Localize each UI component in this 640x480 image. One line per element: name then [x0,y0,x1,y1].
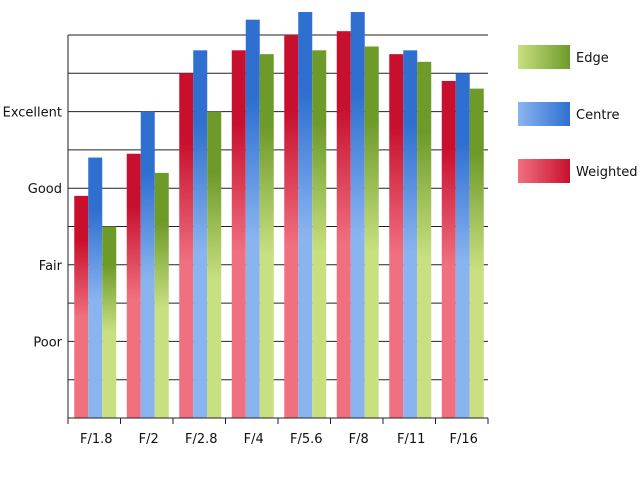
x-tick-label: F/8 [349,432,369,447]
legend-label: Weighted [576,165,638,180]
legend: Edge Centre Weighted [518,45,638,183]
bar-weighted-f18 [74,195,89,418]
x-tick-label: F/4 [244,432,264,447]
legend-swatch [518,102,570,126]
bar-weighted-f16 [441,80,456,419]
bar-edge-f11 [417,61,432,419]
bar-centre-f16 [455,73,470,419]
legend-item-centre: Centre [518,102,619,126]
bar-weighted-f8 [336,31,351,418]
legend-label: Edge [576,51,609,66]
bar-edge-f18 [102,226,117,418]
axes [67,35,489,424]
x-tick-label: F/1.8 [80,432,113,447]
legend-swatch [518,45,570,69]
y-tick-label: Good [28,182,62,197]
legend-item-weighted: Weighted [518,159,638,183]
bar-centre-f28 [193,50,208,418]
bars [74,12,484,419]
x-tick-label: F/2 [139,432,159,447]
bar-centre-f4 [245,19,260,419]
bar-weighted-f4 [231,50,246,418]
bar-centre-f11 [403,50,418,418]
y-tick-label: Fair [39,259,63,274]
bar-weighted-f11 [389,54,404,419]
bar-edge-f8 [364,46,379,419]
legend-swatch [518,159,570,183]
x-tick-label: F/11 [397,432,425,447]
x-tick-label: F/16 [450,432,478,447]
y-tick-label: Excellent [3,106,62,121]
bar-centre-f2 [140,111,155,418]
bar-edge-f2 [154,172,169,418]
legend-label: Centre [576,108,619,123]
x-tick-label: F/5.6 [290,432,323,447]
y-tick-label: Poor [33,335,62,350]
bar-weighted-f2 [126,153,141,419]
bar-weighted-f56 [284,35,299,418]
x-tick-labels: F/1.8 F/2 F/2.8 F/4 F/5.6 F/8 F/11 F/16 [80,432,478,447]
bar-edge-f16 [469,88,484,419]
bar-weighted-f28 [179,73,194,419]
bar-centre-f56 [298,12,313,419]
bar-edge-f28 [207,111,222,418]
bar-centre-f8 [350,12,365,419]
bar-edge-f56 [312,50,327,418]
y-tick-labels: Poor Fair Good Excellent [3,106,63,351]
bar-edge-f4 [259,54,274,419]
legend-item-edge: Edge [518,45,609,69]
x-tick-label: F/2.8 [185,432,218,447]
bar-centre-f18 [88,157,103,418]
